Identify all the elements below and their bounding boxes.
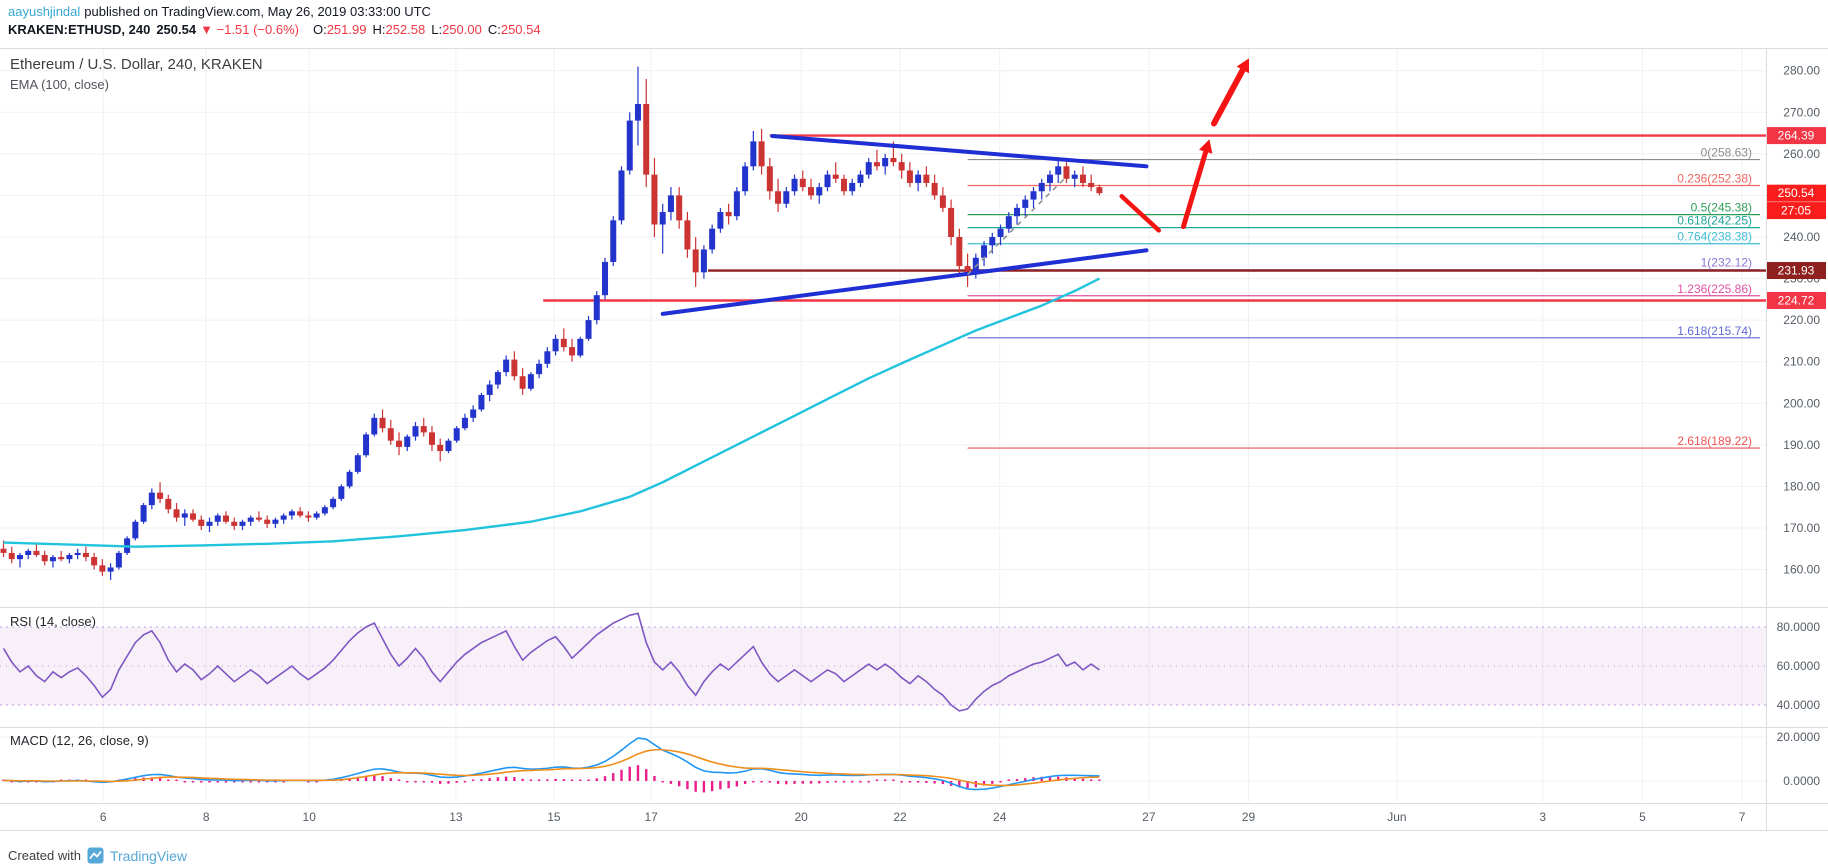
down-arrow-icon: ▼ [200, 22, 213, 37]
created-with-text: Created with [8, 848, 81, 863]
svg-text:15: 15 [547, 810, 561, 824]
chart-title: Ethereum / U.S. Dollar, 240, KRAKEN [10, 56, 263, 73]
svg-text:40.0000: 40.0000 [1777, 698, 1821, 712]
svg-text:180.00: 180.00 [1783, 479, 1820, 493]
svg-text:270.00: 270.00 [1783, 105, 1820, 119]
svg-text:1.618(215.74): 1.618(215.74) [1677, 324, 1752, 338]
svg-text:17: 17 [644, 810, 658, 824]
svg-text:Jun: Jun [1387, 810, 1406, 824]
svg-text:210.00: 210.00 [1783, 355, 1820, 369]
svg-text:220.00: 220.00 [1783, 313, 1820, 327]
grid-lines [0, 49, 1766, 802]
macd-histogram [2, 765, 1101, 793]
price-badges: 264.39 250.54 27:05 231.93 224.72 [1767, 127, 1826, 310]
high-label: H: [372, 22, 386, 37]
open-label: O: [312, 22, 327, 37]
svg-text:0.0000: 0.0000 [1783, 774, 1820, 788]
svg-text:0.618(242.25): 0.618(242.25) [1677, 214, 1752, 228]
rsi-line [2, 612, 1100, 712]
svg-text:13: 13 [449, 810, 463, 824]
svg-text:29: 29 [1242, 810, 1256, 824]
svg-text:2.618(189.22): 2.618(189.22) [1677, 434, 1752, 448]
close-label: C: [487, 22, 501, 37]
svg-text:10: 10 [303, 810, 317, 824]
svg-text:264.39: 264.39 [1778, 129, 1815, 143]
svg-text:0.5(245.38): 0.5(245.38) [1691, 201, 1752, 215]
low-value: 250.00 [442, 22, 482, 37]
svg-text:260.00: 260.00 [1783, 147, 1820, 161]
svg-text:22: 22 [893, 810, 907, 824]
symbol-bar: KRAKEN:ETHUSD, 240 250.54 ▼ −1.51 (−0.6%) O… [8, 22, 541, 37]
macd-signal-line [3, 748, 1100, 787]
candles [0, 66, 1103, 580]
svg-text:240.00: 240.00 [1783, 230, 1820, 244]
symbol-name: KRAKEN:ETHUSD, 240 [8, 22, 151, 37]
svg-text:24: 24 [993, 810, 1007, 824]
svg-text:3: 3 [1539, 810, 1546, 824]
byline: aayushjindal published on TradingView.com… [8, 4, 431, 19]
svg-text:7: 7 [1739, 810, 1746, 824]
svg-text:231.93: 231.93 [1778, 264, 1815, 278]
svg-text:1.236(225.86): 1.236(225.86) [1677, 282, 1752, 296]
footer: Created with TradingView [8, 847, 187, 864]
low-label: L: [431, 22, 443, 37]
svg-text:80.0000: 80.0000 [1777, 620, 1821, 634]
svg-text:8: 8 [203, 810, 210, 824]
published-text: published on TradingView.com, May 26, 20… [84, 4, 431, 19]
price-change: ▼ −1.51 (−0.6%) [200, 22, 299, 37]
svg-text:0(258.63): 0(258.63) [1701, 146, 1752, 160]
svg-text:27:05: 27:05 [1781, 204, 1811, 218]
svg-text:27: 27 [1142, 810, 1156, 824]
svg-text:170.00: 170.00 [1783, 521, 1820, 535]
svg-text:190.00: 190.00 [1783, 438, 1820, 452]
trendlines [660, 133, 1149, 316]
svg-text:5: 5 [1639, 810, 1646, 824]
fib-labels: 0(258.63) 0.236(252.38) 0.5(245.38)0.618(2… [1677, 146, 1752, 449]
high-value: 252.58 [385, 22, 426, 37]
svg-text:20: 20 [794, 810, 808, 824]
macd-pane-label: MACD (12, 26, close, 9) [10, 733, 149, 748]
svg-text:1(232.12): 1(232.12) [1701, 256, 1752, 270]
svg-text:200.00: 200.00 [1783, 396, 1820, 410]
svg-text:250.54: 250.54 [1778, 186, 1815, 200]
svg-text:280.00: 280.00 [1783, 64, 1820, 78]
fib-lines [967, 158, 1760, 449]
chart-watermark: Ethereum / U.S. Dollar, 240, KRAKEN EMA … [10, 56, 263, 92]
last-price: 250.54 [156, 22, 197, 37]
pane-separators [0, 48, 1828, 831]
tradingview-logo-icon[interactable] [87, 847, 104, 864]
svg-text:0.236(252.38): 0.236(252.38) [1677, 172, 1752, 186]
close-value: 250.54 [500, 22, 541, 37]
ema-indicator-label: EMA (100, close) [10, 77, 109, 92]
svg-text:6: 6 [100, 810, 107, 824]
svg-text:20.0000: 20.0000 [1777, 730, 1821, 744]
author-link[interactable]: aayushjindal [8, 4, 81, 19]
tradingview-brand-link[interactable]: TradingView [109, 847, 188, 864]
svg-text:0.764(238.38): 0.764(238.38) [1677, 230, 1752, 244]
open-value: 251.99 [326, 22, 367, 37]
ema-line [3, 277, 1100, 548]
annotation-arrows [1119, 58, 1249, 233]
rsi-pane-label: RSI (14, close) [10, 614, 96, 629]
svg-text:160.00: 160.00 [1783, 563, 1820, 577]
svg-text:60.0000: 60.0000 [1777, 659, 1821, 673]
horizontal-level-lines [543, 134, 1766, 302]
svg-text:224.72: 224.72 [1778, 294, 1815, 308]
